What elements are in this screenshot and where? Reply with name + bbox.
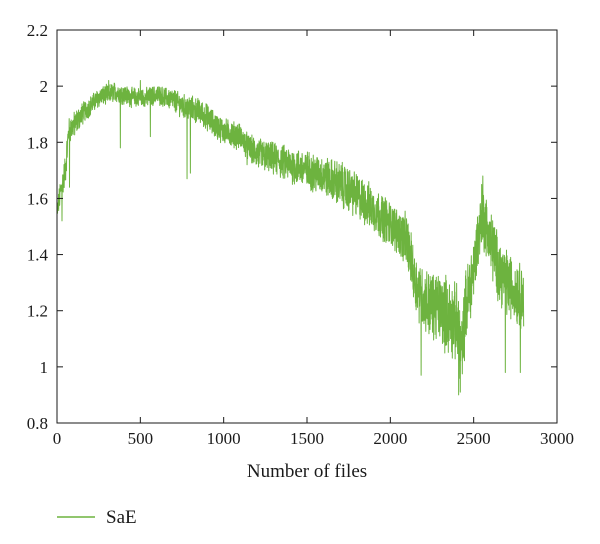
ticks: 0 500 1000 1500 2000 2500 3000 0.8 1 1.2 1.4 1.6 1.8… [27,21,574,448]
y-tick-label: 0.8 [27,414,48,433]
series-line-sae [56,80,525,396]
x-tick-label: 1500 [290,429,324,448]
x-tick-label: 3000 [540,429,574,448]
y-tick-label: 1.8 [27,133,48,152]
y-tick-label: 2.2 [27,21,48,40]
x-tick-label: 2500 [457,429,491,448]
y-tick-label: 1 [40,358,49,377]
x-tick-label: 0 [53,429,62,448]
y-tick-label: 1.6 [27,189,48,208]
x-axis-title: Number of files [247,461,367,482]
legend-label-sae: SaE [106,507,137,528]
y-tick-label: 1.2 [27,302,48,321]
y-tick-label: 2 [40,77,49,96]
x-tick-label: 2000 [373,429,407,448]
x-tick-label: 500 [128,429,154,448]
x-tick-label: 1000 [207,429,241,448]
y-tick-label: 1.4 [27,246,49,265]
legend: SaE [57,507,137,528]
series-layer [56,80,525,396]
